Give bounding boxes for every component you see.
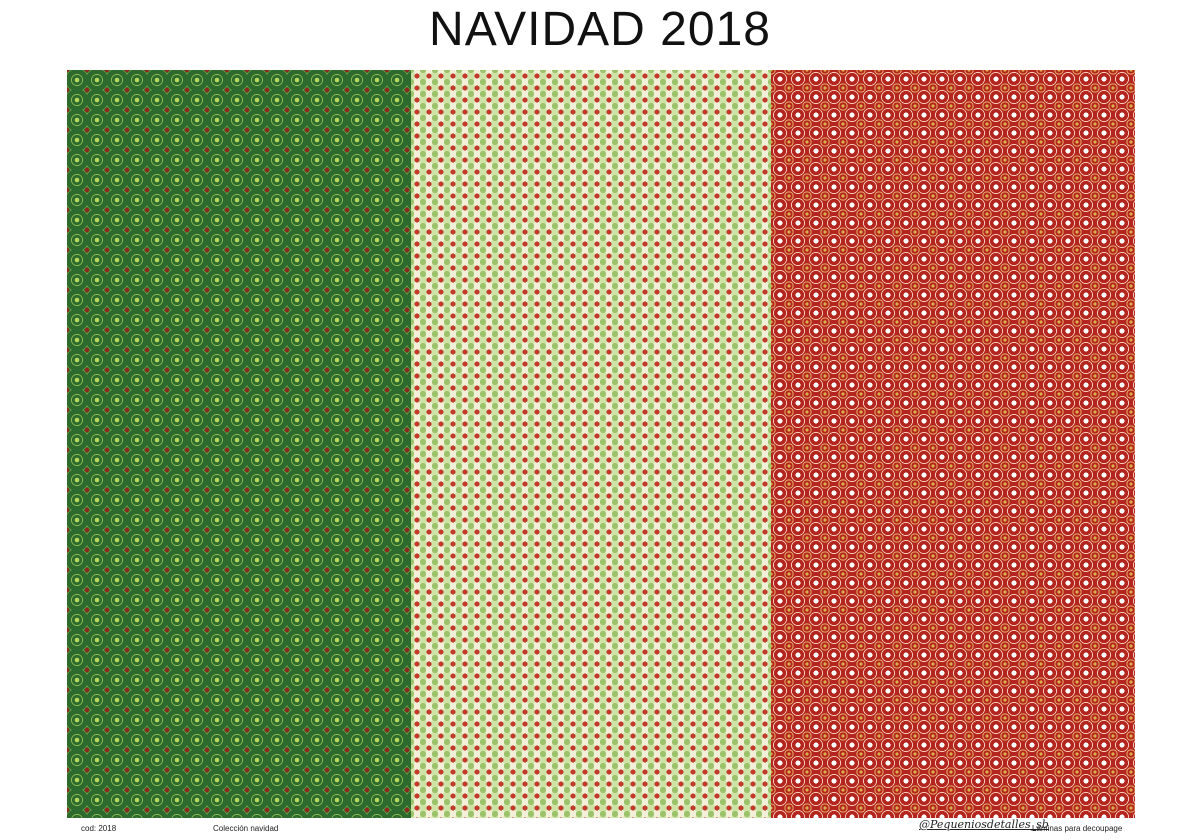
pattern-sheet	[67, 70, 1135, 818]
red-circles-pattern-panel	[771, 70, 1135, 818]
tagline: Láminas para decoupage	[1032, 824, 1123, 833]
collection-name: Colección navidad	[213, 824, 279, 833]
product-code: cod: 2018	[81, 824, 117, 833]
green-circles-pattern-panel	[67, 70, 411, 818]
page-title: NAVIDAD 2018	[429, 3, 771, 56]
cream-dots-pattern-panel	[411, 70, 771, 818]
brand-handle: @Pequeniosdetalles_sb	[919, 818, 1049, 831]
